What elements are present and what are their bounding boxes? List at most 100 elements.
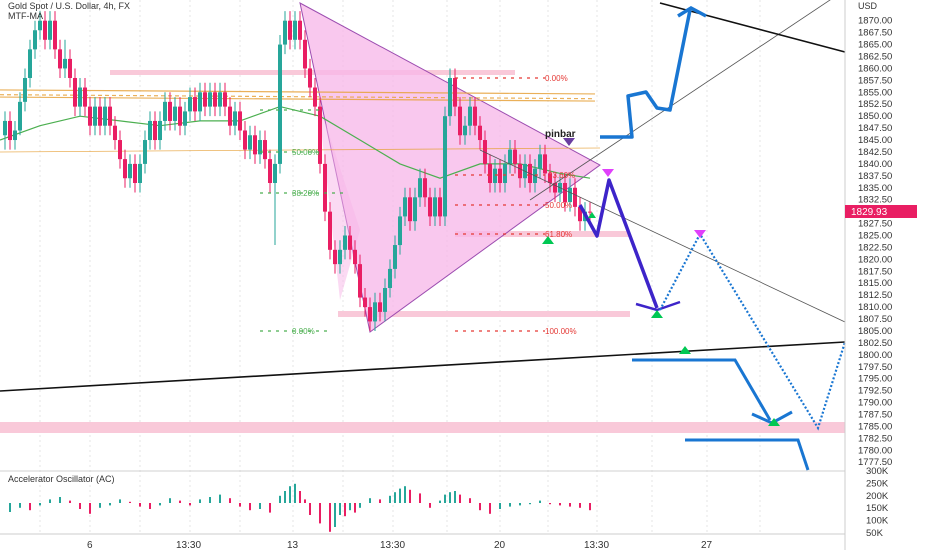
markers bbox=[542, 138, 780, 426]
candle-body bbox=[38, 20, 42, 31]
candle-body bbox=[168, 101, 172, 121]
candle bbox=[28, 39, 32, 88]
candle bbox=[548, 163, 552, 193]
candle-body bbox=[33, 30, 37, 50]
candle-body bbox=[308, 68, 312, 88]
candle-body bbox=[88, 106, 92, 126]
candle bbox=[338, 240, 342, 274]
candle bbox=[333, 240, 337, 274]
buy-marker-4 bbox=[768, 418, 780, 426]
candle bbox=[288, 11, 292, 50]
candle bbox=[243, 120, 247, 160]
candle bbox=[308, 58, 312, 98]
candle-body bbox=[173, 106, 177, 121]
candle-body bbox=[288, 20, 292, 40]
projection-up-arrow bbox=[677, 5, 707, 18]
candle bbox=[508, 140, 512, 174]
candle-body bbox=[348, 235, 352, 250]
level-lines bbox=[0, 89, 601, 153]
fib-labels: 50.00% 38.20% 0.00% 0.00% 23.60% 50.00% … bbox=[292, 74, 577, 336]
time-label-1330-c: 13:30 bbox=[584, 540, 609, 550]
candle-body bbox=[423, 178, 427, 198]
candle bbox=[578, 197, 582, 231]
candle bbox=[358, 254, 362, 308]
price-tick: 1825.00 bbox=[858, 231, 892, 242]
candle-body bbox=[103, 106, 107, 126]
triangle-pattern bbox=[299, 2, 601, 333]
candle-body bbox=[198, 92, 202, 112]
candle bbox=[538, 144, 542, 179]
oscillator-tick: 50K bbox=[866, 528, 884, 539]
candle bbox=[223, 82, 227, 117]
candle bbox=[173, 97, 177, 131]
candle-body bbox=[548, 173, 552, 183]
price-tick: 1817.50 bbox=[858, 266, 892, 277]
candle bbox=[423, 168, 427, 207]
candle bbox=[213, 82, 217, 117]
candle-body bbox=[513, 149, 517, 164]
candle bbox=[58, 39, 62, 78]
candle-body bbox=[573, 187, 577, 207]
candle bbox=[78, 77, 82, 117]
candle bbox=[438, 187, 442, 226]
candle bbox=[488, 154, 492, 193]
candle-body bbox=[18, 101, 22, 131]
oscillator-tick: 100K bbox=[866, 516, 889, 527]
candle-body bbox=[148, 120, 152, 141]
candle bbox=[463, 116, 467, 145]
candle-body bbox=[503, 163, 507, 183]
candle bbox=[268, 149, 272, 193]
candle-body bbox=[68, 58, 72, 78]
candle-body bbox=[128, 163, 132, 179]
candle-body bbox=[58, 49, 62, 69]
candle bbox=[88, 97, 92, 136]
candle-body bbox=[578, 206, 582, 222]
candle bbox=[393, 235, 397, 279]
price-tick: 1860.00 bbox=[858, 63, 892, 74]
oscillator-bars bbox=[9, 483, 591, 532]
candle bbox=[408, 187, 412, 231]
pinbar-label: pinbar bbox=[545, 129, 576, 140]
candle-body bbox=[588, 211, 592, 213]
candle-body bbox=[543, 154, 547, 174]
candle bbox=[313, 77, 317, 117]
fib-label-right-100: 100.00% bbox=[545, 327, 577, 336]
price-tick: 1807.50 bbox=[858, 314, 892, 325]
candle bbox=[168, 92, 172, 131]
candle-body bbox=[408, 197, 412, 222]
candle bbox=[143, 130, 147, 174]
candle-body bbox=[73, 77, 77, 107]
candle bbox=[68, 49, 72, 88]
price-tick: 1815.00 bbox=[858, 278, 892, 289]
candle-body bbox=[443, 116, 447, 217]
trendline-lower bbox=[479, 149, 846, 323]
price-tick: 1870.00 bbox=[858, 16, 892, 27]
candle-body bbox=[243, 130, 247, 150]
candle-body bbox=[48, 20, 52, 40]
current-price-tag: 1829.93 bbox=[845, 205, 917, 218]
candle bbox=[503, 154, 507, 193]
candle-body bbox=[293, 20, 297, 40]
fib-label-right-50: 50.00% bbox=[545, 201, 572, 210]
candle-body bbox=[278, 44, 282, 164]
projection-up-path bbox=[600, 9, 692, 139]
sell-marker-1 bbox=[602, 169, 614, 177]
candle-body bbox=[188, 97, 192, 112]
candle-body bbox=[208, 92, 212, 107]
candle bbox=[123, 149, 127, 188]
price-tick: 1842.50 bbox=[858, 147, 892, 158]
candle-body bbox=[263, 140, 267, 160]
candle-body bbox=[368, 307, 372, 322]
candle-body bbox=[83, 87, 87, 107]
price-tick: 1802.50 bbox=[858, 338, 892, 349]
price-tick: 1845.00 bbox=[858, 135, 892, 146]
candle bbox=[373, 292, 377, 331]
price-tick: 1850.00 bbox=[858, 111, 892, 122]
price-tick: 1792.50 bbox=[858, 386, 892, 397]
candle-body bbox=[373, 302, 377, 322]
current-price-box bbox=[845, 205, 917, 218]
candle-body bbox=[53, 20, 57, 50]
price-tick: 1837.50 bbox=[858, 171, 892, 182]
candle-body bbox=[413, 197, 417, 222]
